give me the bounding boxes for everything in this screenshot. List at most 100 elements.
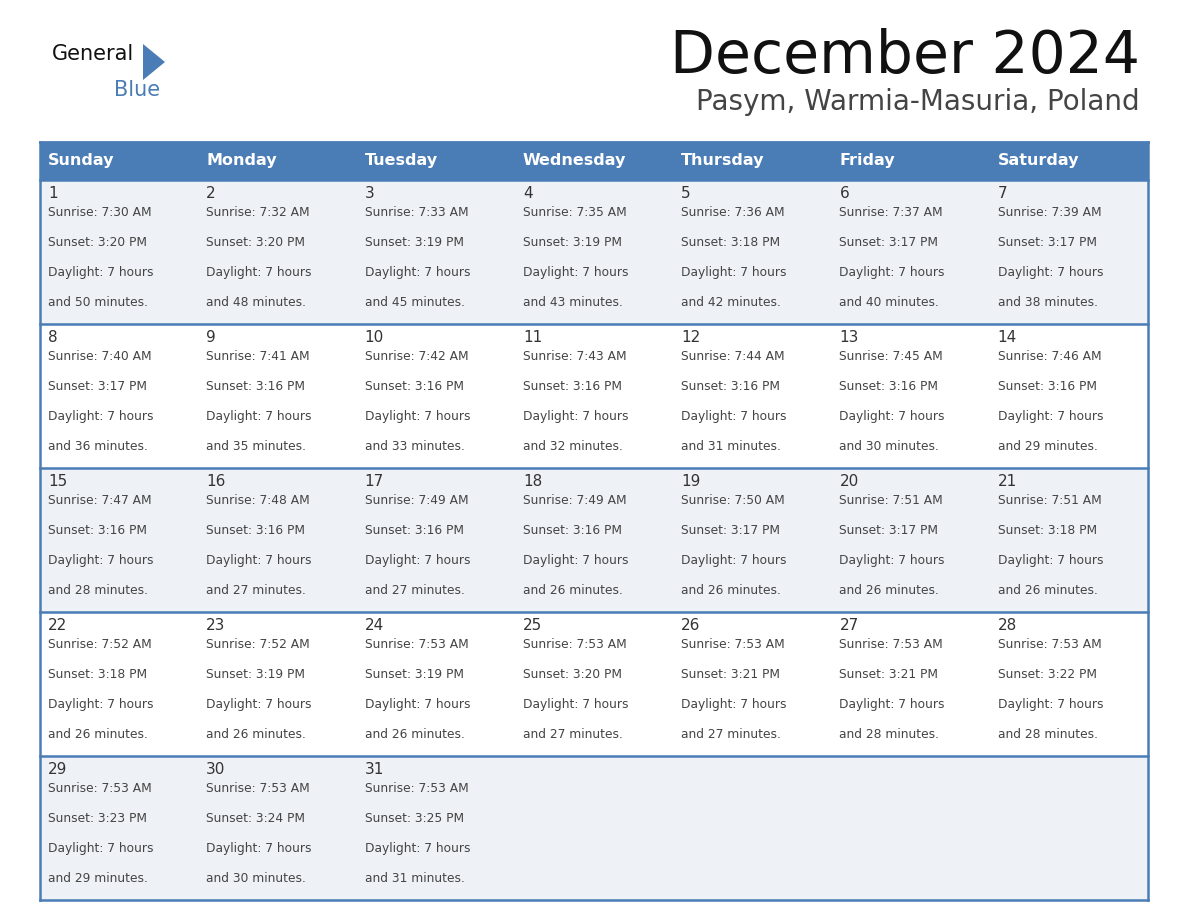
- Bar: [514, 468, 674, 612]
- Text: and 31 minutes.: and 31 minutes.: [681, 440, 781, 453]
- Text: and 26 minutes.: and 26 minutes.: [48, 728, 147, 741]
- Text: Sunrise: 7:53 AM: Sunrise: 7:53 AM: [207, 782, 310, 795]
- Bar: [832, 468, 990, 612]
- Bar: [514, 612, 674, 756]
- Text: and 30 minutes.: and 30 minutes.: [207, 872, 307, 885]
- Text: Sunset: 3:19 PM: Sunset: 3:19 PM: [365, 236, 463, 249]
- Text: Sunrise: 7:53 AM: Sunrise: 7:53 AM: [48, 782, 152, 795]
- Bar: [832, 612, 990, 756]
- Text: Sunrise: 7:33 AM: Sunrise: 7:33 AM: [365, 206, 468, 219]
- Text: 20: 20: [840, 474, 859, 489]
- Text: and 26 minutes.: and 26 minutes.: [365, 728, 465, 741]
- Text: and 40 minutes.: and 40 minutes.: [840, 296, 940, 309]
- Text: Daylight: 7 hours: Daylight: 7 hours: [840, 554, 944, 567]
- Bar: [832, 142, 990, 180]
- Text: Daylight: 7 hours: Daylight: 7 hours: [207, 698, 311, 711]
- Text: and 28 minutes.: and 28 minutes.: [48, 584, 148, 597]
- Text: and 30 minutes.: and 30 minutes.: [840, 440, 940, 453]
- Text: Daylight: 7 hours: Daylight: 7 hours: [207, 554, 311, 567]
- Text: Sunrise: 7:40 AM: Sunrise: 7:40 AM: [48, 350, 152, 363]
- Text: and 26 minutes.: and 26 minutes.: [523, 584, 623, 597]
- Bar: [514, 756, 674, 900]
- Bar: [356, 468, 514, 612]
- Bar: [990, 468, 1148, 612]
- Text: Daylight: 7 hours: Daylight: 7 hours: [998, 698, 1104, 711]
- Bar: [40, 142, 198, 180]
- Bar: [990, 756, 1148, 900]
- Text: and 45 minutes.: and 45 minutes.: [365, 296, 465, 309]
- Text: Sunset: 3:16 PM: Sunset: 3:16 PM: [365, 524, 463, 537]
- Text: 25: 25: [523, 618, 542, 633]
- Text: Sunrise: 7:47 AM: Sunrise: 7:47 AM: [48, 494, 152, 507]
- Bar: [198, 756, 356, 900]
- Polygon shape: [143, 44, 165, 80]
- Text: Daylight: 7 hours: Daylight: 7 hours: [48, 842, 153, 855]
- Text: Sunset: 3:20 PM: Sunset: 3:20 PM: [207, 236, 305, 249]
- Bar: [40, 468, 198, 612]
- Text: 5: 5: [681, 186, 690, 201]
- Text: Sunrise: 7:53 AM: Sunrise: 7:53 AM: [523, 638, 626, 651]
- Text: Sunrise: 7:35 AM: Sunrise: 7:35 AM: [523, 206, 626, 219]
- Text: Daylight: 7 hours: Daylight: 7 hours: [48, 266, 153, 279]
- Text: 6: 6: [840, 186, 849, 201]
- Bar: [514, 324, 674, 468]
- Text: Sunset: 3:16 PM: Sunset: 3:16 PM: [48, 524, 147, 537]
- Bar: [356, 324, 514, 468]
- Text: Sunset: 3:16 PM: Sunset: 3:16 PM: [207, 524, 305, 537]
- Text: Daylight: 7 hours: Daylight: 7 hours: [523, 698, 628, 711]
- Text: Sunrise: 7:36 AM: Sunrise: 7:36 AM: [681, 206, 785, 219]
- Text: 17: 17: [365, 474, 384, 489]
- Bar: [990, 180, 1148, 324]
- Bar: [198, 324, 356, 468]
- Text: Sunset: 3:25 PM: Sunset: 3:25 PM: [365, 812, 463, 825]
- Text: Saturday: Saturday: [998, 153, 1079, 169]
- Text: Sunset: 3:18 PM: Sunset: 3:18 PM: [998, 524, 1097, 537]
- Bar: [674, 756, 832, 900]
- Text: General: General: [52, 44, 134, 64]
- Text: Sunrise: 7:52 AM: Sunrise: 7:52 AM: [207, 638, 310, 651]
- Text: Sunset: 3:22 PM: Sunset: 3:22 PM: [998, 668, 1097, 681]
- Bar: [514, 142, 674, 180]
- Text: Sunset: 3:21 PM: Sunset: 3:21 PM: [840, 668, 939, 681]
- Text: and 27 minutes.: and 27 minutes.: [523, 728, 623, 741]
- Text: Daylight: 7 hours: Daylight: 7 hours: [681, 554, 786, 567]
- Text: Sunrise: 7:52 AM: Sunrise: 7:52 AM: [48, 638, 152, 651]
- Text: and 36 minutes.: and 36 minutes.: [48, 440, 147, 453]
- Text: Daylight: 7 hours: Daylight: 7 hours: [207, 842, 311, 855]
- Text: Sunset: 3:23 PM: Sunset: 3:23 PM: [48, 812, 147, 825]
- Text: Sunrise: 7:49 AM: Sunrise: 7:49 AM: [365, 494, 468, 507]
- Text: Sunset: 3:18 PM: Sunset: 3:18 PM: [48, 668, 147, 681]
- Text: Sunrise: 7:39 AM: Sunrise: 7:39 AM: [998, 206, 1101, 219]
- Text: Sunset: 3:16 PM: Sunset: 3:16 PM: [365, 380, 463, 393]
- Text: Daylight: 7 hours: Daylight: 7 hours: [840, 266, 944, 279]
- Text: and 26 minutes.: and 26 minutes.: [998, 584, 1098, 597]
- Text: 3: 3: [365, 186, 374, 201]
- Text: Thursday: Thursday: [681, 153, 765, 169]
- Text: Daylight: 7 hours: Daylight: 7 hours: [998, 410, 1104, 423]
- Text: Wednesday: Wednesday: [523, 153, 626, 169]
- Text: 16: 16: [207, 474, 226, 489]
- Bar: [674, 324, 832, 468]
- Text: Sunrise: 7:43 AM: Sunrise: 7:43 AM: [523, 350, 626, 363]
- Text: 18: 18: [523, 474, 542, 489]
- Text: Daylight: 7 hours: Daylight: 7 hours: [207, 410, 311, 423]
- Text: Sunrise: 7:53 AM: Sunrise: 7:53 AM: [998, 638, 1101, 651]
- Text: Daylight: 7 hours: Daylight: 7 hours: [840, 410, 944, 423]
- Text: Sunset: 3:17 PM: Sunset: 3:17 PM: [998, 236, 1097, 249]
- Text: Daylight: 7 hours: Daylight: 7 hours: [365, 410, 470, 423]
- Bar: [198, 468, 356, 612]
- Text: 21: 21: [998, 474, 1017, 489]
- Text: 26: 26: [681, 618, 701, 633]
- Text: 23: 23: [207, 618, 226, 633]
- Bar: [674, 612, 832, 756]
- Text: 1: 1: [48, 186, 58, 201]
- Text: Sunset: 3:16 PM: Sunset: 3:16 PM: [681, 380, 781, 393]
- Text: 12: 12: [681, 330, 701, 345]
- Bar: [832, 324, 990, 468]
- Text: Daylight: 7 hours: Daylight: 7 hours: [840, 698, 944, 711]
- Text: Sunset: 3:17 PM: Sunset: 3:17 PM: [840, 524, 939, 537]
- Text: 2: 2: [207, 186, 216, 201]
- Text: and 42 minutes.: and 42 minutes.: [681, 296, 781, 309]
- Text: Sunrise: 7:50 AM: Sunrise: 7:50 AM: [681, 494, 785, 507]
- Text: 10: 10: [365, 330, 384, 345]
